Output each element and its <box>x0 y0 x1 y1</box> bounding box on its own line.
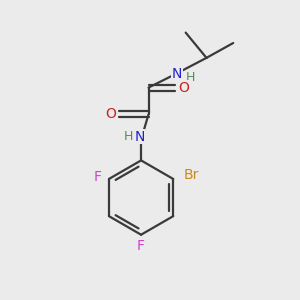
Text: O: O <box>105 107 116 121</box>
Text: N: N <box>134 130 145 144</box>
Text: Br: Br <box>183 167 199 182</box>
Text: N: N <box>172 67 182 81</box>
Text: O: O <box>178 81 189 94</box>
Text: H: H <box>124 130 133 143</box>
Text: F: F <box>137 239 145 253</box>
Text: F: F <box>94 170 102 184</box>
Text: H: H <box>186 71 195 84</box>
